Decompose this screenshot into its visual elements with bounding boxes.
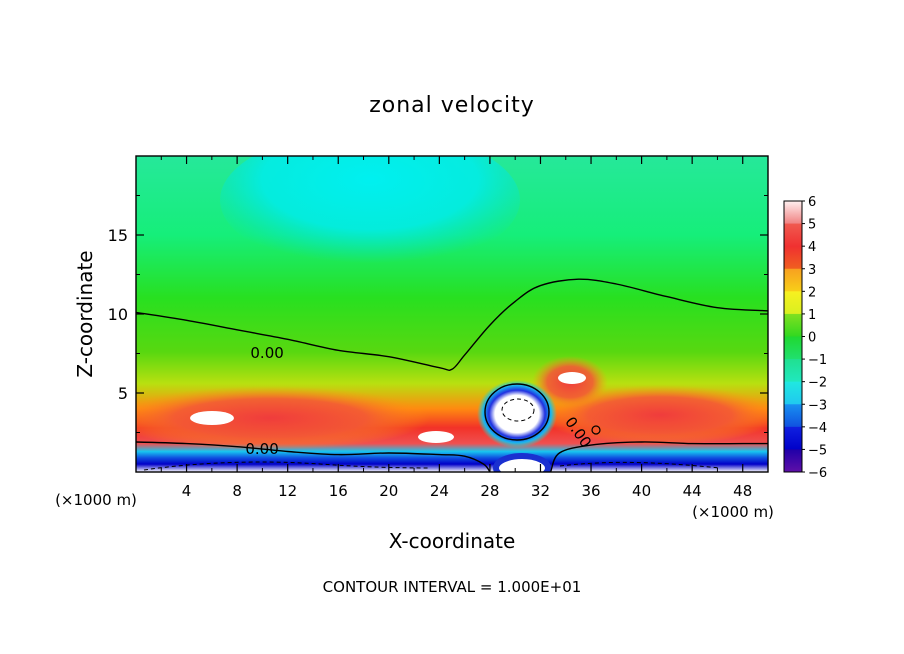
zero-contour-upper [136,278,768,371]
x-tick-label: 28 [480,482,499,500]
x-tick-label: 48 [733,482,752,500]
colorbar-tick-label: −2 [808,376,827,391]
max-region-center [418,431,454,443]
dashed-contour-bottom-left [143,461,431,471]
y-tick-label: 10 [108,305,128,324]
x-tick-label: 12 [278,482,297,500]
y-tick-label: 5 [118,384,128,403]
colorbar-tick-label: 5 [808,218,816,233]
x-tick-label: 40 [632,482,651,500]
contour-label: 0.00 [250,344,283,362]
colorbar-segment [784,268,802,292]
colorbar-tick-label: 1 [808,308,816,323]
surface-vortex [493,453,551,472]
colorbar: 6 5 4 3 2 1 0 −1 −2 −3 −4 −5 −6 [783,195,827,481]
x-tick-label: 44 [683,482,702,500]
plot-area: 0.000.00 0.00 [136,156,768,472]
colorbar-segment [784,449,802,473]
upper-negative-region [220,156,520,270]
contour-label-group: 0.00 [245,440,278,458]
y-tick-label: 15 [108,226,128,245]
x-tick-label: 4 [182,482,192,500]
max-region-lobe [558,372,586,384]
x-axis-ticks: 4 8 12 16 20 24 28 32 36 40 44 48 [160,156,752,500]
solid-contour-vortex [484,383,550,441]
x-tick-label: 36 [581,482,600,500]
colorbar-tick-label: −3 [808,398,827,413]
colorbar-tick-label: −1 [808,353,827,368]
x-axis-label: X-coordinate [389,529,516,553]
dashed-contour-vortex [501,398,535,422]
colorbar-tick-label: 6 [808,195,816,210]
x-tick-label: 24 [430,482,449,500]
colorbar-segment [784,291,802,315]
colorbar-tick-label: 4 [808,240,816,255]
dashed-contour-bottom-right [559,461,721,469]
x-tick-label: 20 [379,482,398,500]
colorbar-segment [784,426,802,450]
colorbar-segment [784,201,802,225]
colorbar-tick-label: 0 [808,331,816,346]
colorbar-segment [784,381,802,405]
colorbar-segment [784,223,802,247]
colorbar-tick-label: −6 [808,466,827,481]
colorbar-tick-label: 3 [808,263,816,278]
contour-label-group: 0.00 [250,344,283,362]
colorbar-tick-label: −5 [808,443,827,458]
negative-vortex [477,380,557,448]
colorbar-segment [784,336,802,360]
contour-interval-note: CONTOUR INTERVAL = 1.000E+01 [323,578,582,596]
max-region-left [190,411,234,425]
x-unit-right: (×1000 m) [692,503,774,521]
colorbar-segment [784,246,802,270]
y-axis-label: Z-coordinate [73,250,97,377]
left-positive-band [136,386,430,450]
y-axis-ticks: 5 10 15 [108,195,768,433]
zero-contour-lower [136,441,491,472]
zero-contour-right [549,441,768,472]
colorbar-segment [784,404,802,428]
chart-title: zonal velocity [369,93,535,118]
colorbar-tick-label: 2 [808,285,816,300]
x-unit-left: (×1000 m) [55,491,137,509]
colorbar-segment [784,313,802,337]
x-tick-label: 32 [531,482,550,500]
colorbar-segment [784,359,802,383]
small-contour [591,425,601,435]
x-tick-label: 16 [329,482,348,500]
contour-label: 0.00 [245,440,278,458]
x-tick-label: 8 [232,482,242,500]
colorbar-tick-label: −4 [808,421,827,436]
